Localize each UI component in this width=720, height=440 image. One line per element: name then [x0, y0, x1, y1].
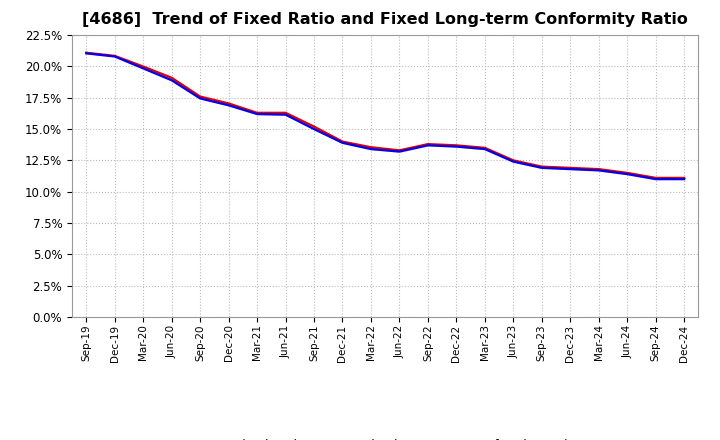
- Title: [4686]  Trend of Fixed Ratio and Fixed Long-term Conformity Ratio: [4686] Trend of Fixed Ratio and Fixed Lo…: [82, 12, 688, 27]
- Legend: Fixed Ratio, Fixed Long-term Conformity Ratio: Fixed Ratio, Fixed Long-term Conformity …: [190, 434, 580, 440]
